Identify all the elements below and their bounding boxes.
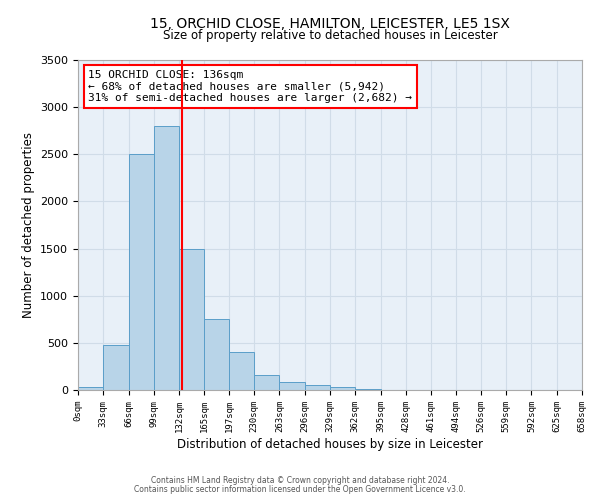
Bar bbox=[330, 387, 355, 390]
Bar bbox=[254, 376, 280, 390]
Bar bbox=[305, 385, 330, 390]
Bar bbox=[103, 344, 128, 390]
Text: Size of property relative to detached houses in Leicester: Size of property relative to detached ho… bbox=[163, 29, 497, 42]
Bar bbox=[154, 126, 179, 390]
Bar bbox=[179, 248, 205, 390]
Bar bbox=[205, 320, 229, 390]
Text: 15, ORCHID CLOSE, HAMILTON, LEICESTER, LE5 1SX: 15, ORCHID CLOSE, HAMILTON, LEICESTER, L… bbox=[150, 18, 510, 32]
Bar bbox=[128, 154, 154, 390]
Bar bbox=[280, 382, 305, 390]
X-axis label: Distribution of detached houses by size in Leicester: Distribution of detached houses by size … bbox=[177, 438, 483, 450]
Bar bbox=[229, 352, 254, 390]
Text: 15 ORCHID CLOSE: 136sqm
← 68% of detached houses are smaller (5,942)
31% of semi: 15 ORCHID CLOSE: 136sqm ← 68% of detache… bbox=[88, 70, 412, 103]
Text: Contains public sector information licensed under the Open Government Licence v3: Contains public sector information licen… bbox=[134, 485, 466, 494]
Text: Contains HM Land Registry data © Crown copyright and database right 2024.: Contains HM Land Registry data © Crown c… bbox=[151, 476, 449, 485]
Y-axis label: Number of detached properties: Number of detached properties bbox=[22, 132, 35, 318]
Bar bbox=[78, 387, 103, 390]
Bar bbox=[355, 389, 380, 390]
